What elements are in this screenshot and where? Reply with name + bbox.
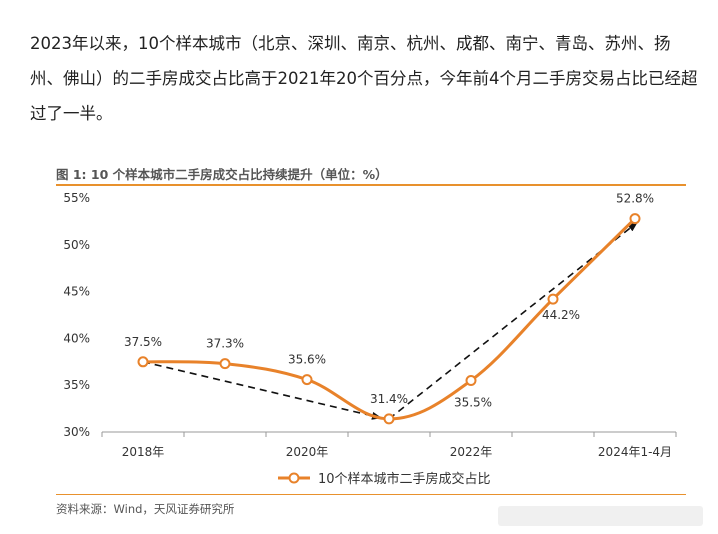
y-tick-label: 55%	[63, 191, 90, 205]
y-tick-label: 35%	[63, 378, 90, 392]
trend-arrow	[142, 361, 382, 420]
data-label: 44.2%	[542, 308, 580, 322]
data-point	[137, 356, 149, 368]
figure-bottom-rule	[56, 494, 686, 495]
chart-figure: 图 1: 10 个样本城市二手房成交占比持续提升（单位：%） 55% 50% 45%…	[56, 160, 686, 520]
y-tick-label: 30%	[63, 425, 90, 439]
legend-marker	[288, 472, 300, 484]
data-point	[547, 293, 559, 305]
data-point	[465, 375, 477, 387]
data-label: 31.4%	[370, 392, 408, 406]
legend-label: 10个样本城市二手房成交占比	[318, 471, 491, 487]
trend-arrow	[388, 221, 638, 420]
data-point	[629, 213, 641, 225]
y-tick-label: 40%	[63, 331, 90, 345]
x-tick-label: 2018年	[122, 445, 165, 459]
x-tick-label: 2024年1-4月	[598, 445, 672, 459]
data-point	[301, 374, 313, 386]
line-chart: 55% 50% 45% 40% 35% 30% 2018年 2020年 2022年 2024年1-…	[63, 191, 677, 487]
x-tick-label: 2022年	[450, 445, 493, 459]
data-label: 52.8%	[616, 192, 654, 206]
x-tick-label: 2020年	[286, 445, 329, 459]
figure-top-rule	[56, 184, 686, 186]
data-label: 35.6%	[288, 353, 326, 367]
article-paragraph: 2023年以来，10个样本城市（北京、深圳、南京、杭州、成都、南宁、青岛、苏州、…	[30, 34, 698, 123]
y-tick-label: 45%	[63, 285, 90, 299]
y-tick-label: 50%	[63, 238, 90, 252]
figure-source: 资料来源：Wind，天风证券研究所	[56, 502, 235, 516]
watermark-overlay	[498, 506, 703, 526]
data-point	[219, 358, 231, 370]
data-label: 37.5%	[124, 335, 162, 349]
data-point	[383, 413, 395, 425]
data-label: 35.5%	[454, 396, 492, 410]
figure-title: 图 1: 10 个样本城市二手房成交占比持续提升（单位：%）	[56, 167, 388, 182]
data-label: 37.3%	[206, 337, 244, 351]
